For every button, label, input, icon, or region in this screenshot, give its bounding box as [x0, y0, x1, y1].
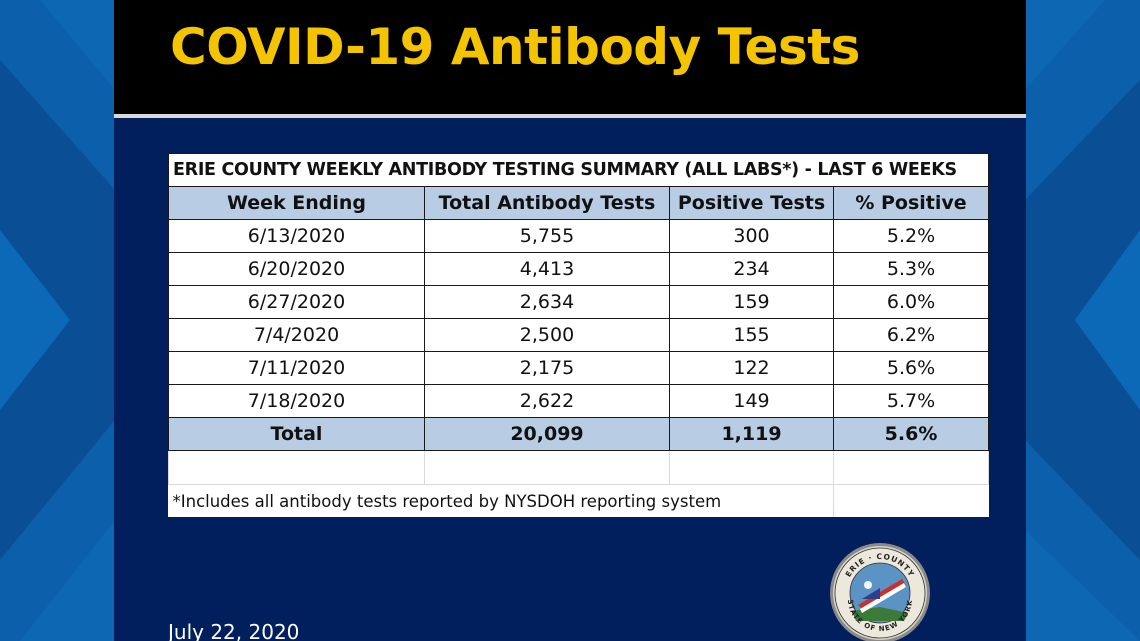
table-row: 7/4/2020 2,500 155 6.2% [168, 318, 990, 352]
blank-cell [424, 450, 670, 485]
column-header-week-ending: Week Ending [168, 186, 425, 220]
total-label: Total [168, 417, 425, 451]
cell-percent-positive: 5.3% [832, 252, 990, 286]
slide-date: July 22, 2020 [168, 620, 300, 641]
table-header-row: Week Ending Total Antibody Tests Positiv… [168, 186, 990, 220]
cell-week-ending: 6/20/2020 [168, 252, 425, 286]
table-blank-row [168, 450, 990, 485]
table-row: 6/27/2020 2,634 159 6.0% [168, 285, 990, 319]
total-percent-positive: 5.6% [832, 417, 990, 451]
cell-percent-positive: 5.6% [832, 351, 990, 385]
background-right-pattern [1025, 0, 1140, 641]
table-caption-row: ERIE COUNTY WEEKLY ANTIBODY TESTING SUMM… [167, 153, 990, 187]
cell-positive-tests: 234 [669, 252, 834, 286]
cell-total-tests: 2,634 [424, 285, 670, 319]
slide-title: COVID-19 Antibody Tests [170, 18, 860, 76]
erie-county-seal-logo: ERIE · COUNTY STATE OF NEW YORK [830, 543, 930, 641]
title-divider [114, 114, 1026, 118]
table-caption: ERIE COUNTY WEEKLY ANTIBODY TESTING SUMM… [167, 153, 990, 187]
cell-week-ending: 6/13/2020 [168, 219, 425, 253]
seal-bottom-text: OF [863, 621, 877, 633]
cell-week-ending: 6/27/2020 [168, 285, 425, 319]
table-footnote: *Includes all antibody tests reported by… [168, 484, 834, 517]
title-bar: COVID-19 Antibody Tests [114, 0, 1026, 114]
cell-week-ending: 7/4/2020 [168, 318, 425, 352]
column-header-positive-tests: Positive Tests [669, 186, 834, 220]
cell-percent-positive: 6.2% [832, 318, 990, 352]
table-row: 7/18/2020 2,622 149 5.7% [168, 384, 990, 418]
cell-total-tests: 2,622 [424, 384, 670, 418]
cell-positive-tests: 122 [669, 351, 834, 385]
cell-positive-tests: 155 [669, 318, 834, 352]
cell-total-tests: 5,755 [424, 219, 670, 253]
slide: COVID-19 Antibody Tests ERIE COUNTY WEEK… [114, 0, 1026, 641]
cell-total-tests: 2,500 [424, 318, 670, 352]
column-header-total-tests: Total Antibody Tests [424, 186, 670, 220]
blank-cell [669, 450, 834, 485]
total-antibody-tests: 20,099 [424, 417, 670, 451]
blank-cell [832, 484, 989, 517]
antibody-summary-table: ERIE COUNTY WEEKLY ANTIBODY TESTING SUMM… [167, 153, 990, 517]
cell-total-tests: 4,413 [424, 252, 670, 286]
table-row: 6/13/2020 5,755 300 5.2% [168, 219, 990, 253]
cell-positive-tests: 149 [669, 384, 834, 418]
column-header-percent-positive: % Positive [832, 186, 990, 220]
background-left-pattern [0, 0, 115, 641]
cell-percent-positive: 5.7% [832, 384, 990, 418]
table-footnote-row: *Includes all antibody tests reported by… [168, 484, 989, 517]
table-total-row: Total 20,099 1,119 5.6% [168, 417, 990, 451]
total-positive-tests: 1,119 [669, 417, 834, 451]
table-row: 6/20/2020 4,413 234 5.3% [168, 252, 990, 286]
blank-cell [832, 450, 990, 485]
cell-percent-positive: 5.2% [832, 219, 990, 253]
cell-week-ending: 7/11/2020 [168, 351, 425, 385]
table-row: 7/11/2020 2,175 122 5.6% [168, 351, 990, 385]
cell-percent-positive: 6.0% [832, 285, 990, 319]
cell-positive-tests: 300 [669, 219, 834, 253]
cell-positive-tests: 159 [669, 285, 834, 319]
cell-week-ending: 7/18/2020 [168, 384, 425, 418]
cell-total-tests: 2,175 [424, 351, 670, 385]
blank-cell [168, 450, 425, 485]
